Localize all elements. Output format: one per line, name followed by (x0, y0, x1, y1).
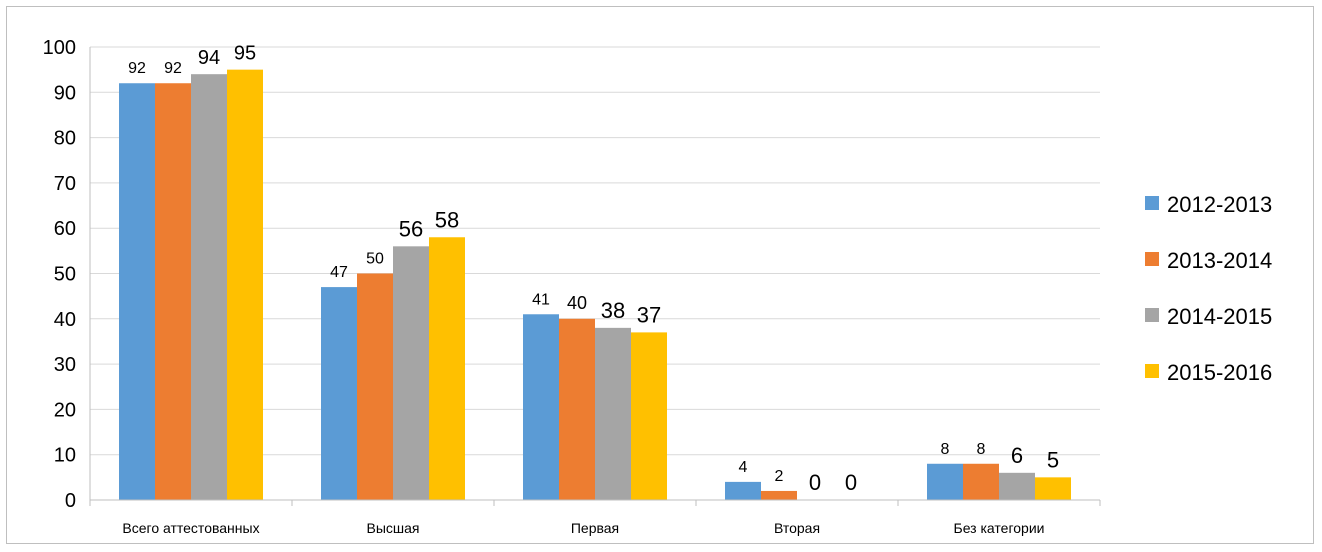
bar (191, 74, 227, 501)
legend: 2012-2013 2013-2014 2014-2015 2015-2016 (1145, 192, 1272, 385)
data-label: 2 (775, 468, 784, 485)
legend-label: 2014-2015 (1167, 304, 1272, 329)
data-label: 37 (637, 302, 661, 327)
bar (155, 83, 191, 501)
data-label: 41 (532, 291, 550, 308)
bar (227, 69, 263, 501)
data-label: 40 (567, 293, 587, 313)
y-axis: 0 10 20 30 40 50 60 70 80 90 100 (43, 37, 91, 512)
bars (119, 69, 1071, 501)
y-tick-label: 30 (54, 354, 76, 376)
legend-label: 2015-2016 (1167, 360, 1272, 385)
bar (927, 463, 963, 500)
data-label: 38 (601, 298, 625, 323)
data-label: 47 (330, 264, 348, 281)
data-label: 8 (977, 441, 986, 458)
data-label: 92 (164, 60, 182, 77)
y-tick-label: 70 (54, 173, 76, 195)
legend-swatch (1145, 196, 1159, 210)
bar (523, 314, 559, 500)
y-tick-label: 50 (54, 264, 76, 286)
data-label: 0 (845, 470, 857, 495)
legend-label: 2013-2014 (1167, 248, 1272, 273)
bar (963, 463, 999, 500)
data-label: 5 (1047, 447, 1059, 472)
y-tick-label: 80 (54, 128, 76, 150)
legend-swatch (1145, 308, 1159, 322)
bar (999, 472, 1035, 500)
x-category-label: Высшая (367, 520, 420, 536)
bar (631, 332, 667, 500)
data-label: 4 (739, 459, 748, 476)
legend-swatch (1145, 252, 1159, 266)
data-label: 8 (941, 441, 950, 458)
legend-label: 2012-2013 (1167, 192, 1272, 217)
bar (429, 237, 465, 500)
bar (725, 481, 761, 500)
bar (559, 318, 595, 500)
x-category-label: Всего аттестованных (122, 520, 259, 536)
bar (357, 273, 393, 500)
y-tick-label: 40 (54, 309, 76, 331)
bar (119, 83, 155, 501)
legend-swatch (1145, 364, 1159, 378)
data-label: 58 (435, 207, 459, 232)
data-label: 92 (128, 60, 146, 77)
x-category-label: Вторая (774, 520, 820, 536)
y-tick-label: 20 (54, 399, 76, 421)
bar (393, 246, 429, 500)
bar (321, 287, 357, 500)
y-tick-label: 60 (54, 218, 76, 240)
data-label: 94 (198, 47, 220, 69)
x-category-label: Первая (571, 520, 619, 536)
y-tick-label: 100 (43, 37, 76, 59)
data-label: 6 (1011, 443, 1023, 468)
y-tick-label: 90 (54, 82, 76, 104)
x-category-label: Без категории (954, 520, 1045, 536)
data-labels: 92 92 94 95 47 50 56 58 41 40 38 37 4 2 0 0 8 8 6 5 (128, 43, 1059, 495)
bar (595, 327, 631, 500)
data-label: 0 (809, 470, 821, 495)
x-axis: Всего аттестованных Высшая Первая Вторая Без… (89, 499, 1101, 536)
bar (761, 490, 797, 500)
bar (1035, 477, 1071, 500)
data-label: 95 (234, 43, 256, 65)
y-tick-label: 10 (54, 445, 76, 467)
y-tick-label: 0 (65, 490, 76, 512)
data-label: 56 (399, 216, 423, 241)
data-label: 50 (366, 251, 384, 268)
